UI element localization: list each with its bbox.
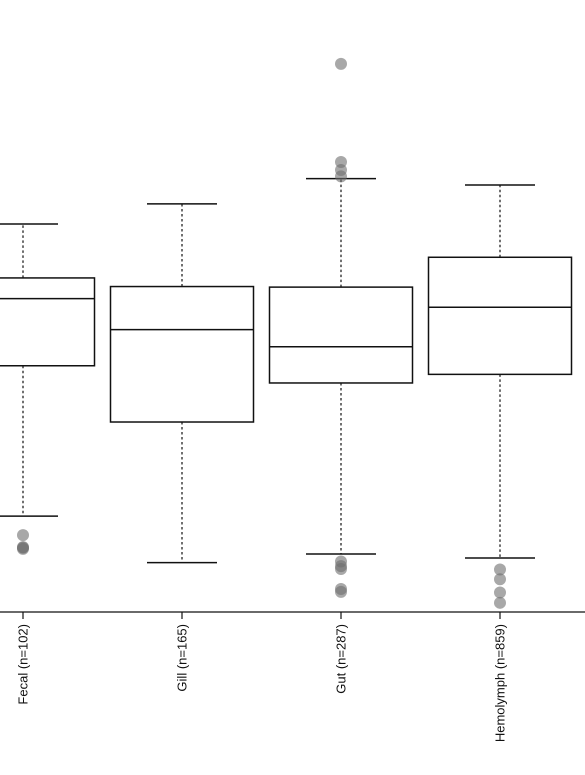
outlier-point xyxy=(335,57,347,70)
outlier-point xyxy=(494,586,506,599)
outlier-point xyxy=(335,585,347,598)
box-group xyxy=(0,223,96,555)
outlier-point xyxy=(335,170,347,183)
outlier-point xyxy=(494,596,506,609)
outlier-point xyxy=(494,573,506,586)
x-tick-label: Gut (n=287) xyxy=(334,624,349,694)
iqr-box xyxy=(109,285,255,423)
box-group xyxy=(268,57,414,598)
iqr-box xyxy=(0,277,96,367)
x-axis: Fecal (n=102) Gill (n=165) Gut (n=287) Hemo… xyxy=(0,611,585,742)
plot-area xyxy=(0,57,573,609)
outlier-point xyxy=(17,541,29,554)
outlier-point xyxy=(494,563,506,576)
x-tick-label: Fecal (n=102) xyxy=(16,624,31,705)
iqr-box xyxy=(268,286,414,384)
outlier-point xyxy=(335,562,347,575)
outlier-point xyxy=(17,529,29,542)
box-group xyxy=(427,184,573,609)
iqr-box xyxy=(427,256,573,376)
box-group xyxy=(109,203,255,564)
x-tick-label: Gill (n=165) xyxy=(175,624,190,692)
x-tick-label: Hemolymph (n=859) xyxy=(493,624,508,742)
